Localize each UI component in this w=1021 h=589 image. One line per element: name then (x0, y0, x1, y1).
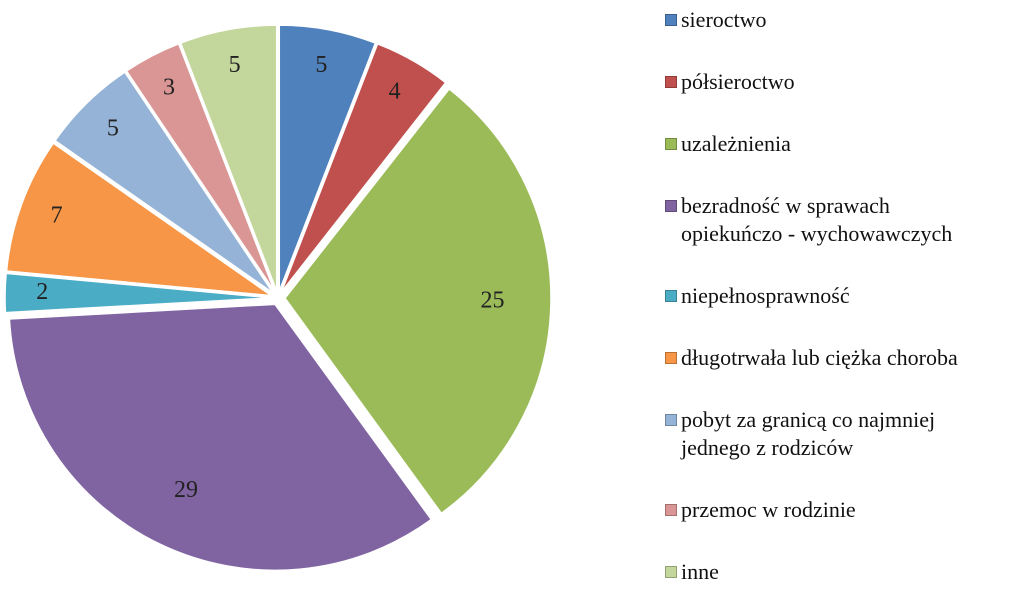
data-label: 3 (163, 74, 175, 100)
legend-swatch (665, 14, 677, 26)
pie-slice (125, 42, 276, 293)
data-label: 5 (107, 115, 119, 141)
legend-swatch (665, 566, 677, 578)
data-label: 5 (229, 52, 241, 78)
legend-item: bezradność w sprawach opiekuńczo - wycho… (665, 192, 1021, 248)
legend-label: uzależnienia (681, 131, 791, 156)
legend-label: inne (681, 559, 719, 584)
pie-area: 5 4 25 29 2 7 5 3 5 (4, 24, 552, 572)
data-label: 7 (51, 202, 63, 228)
pie-slice (280, 42, 447, 293)
legend-label: niepełnosprawność (681, 283, 850, 308)
pie-slice (284, 87, 552, 515)
legend-item: pobyt za granicą co najmniej jednego z r… (665, 406, 1021, 462)
pie-slice (4, 272, 272, 314)
pie-slice (179, 24, 278, 292)
legend-swatch (665, 414, 677, 426)
legend-swatch (665, 200, 677, 212)
data-label: 2 (36, 279, 48, 305)
pie-slice (8, 303, 433, 572)
legend-item: półsieroctwo (665, 68, 1021, 96)
legend-item: długotrwała lub ciężka choroba (665, 344, 1021, 372)
data-label: 5 (315, 52, 327, 78)
legend-label: półsieroctwo (681, 69, 795, 94)
legend: sieroctwo półsieroctwo uzależnienia bezradn… (665, 6, 1021, 586)
data-label: 29 (174, 477, 198, 503)
legend-label: długotrwała lub ciężka choroba (681, 345, 958, 370)
pie-slice (54, 71, 274, 294)
legend-label: bezradność w sprawach opiekuńczo - wycho… (681, 193, 953, 246)
data-label: 25 (480, 287, 504, 313)
legend-item: uzależnienia (665, 130, 1021, 158)
legend-swatch (665, 290, 677, 302)
legend-swatch (665, 76, 677, 88)
legend-label: pobyt za granicą co najmniej jednego z r… (681, 407, 936, 460)
pie-slice (278, 24, 377, 292)
legend-swatch (665, 138, 677, 150)
legend-item: przemoc w rodzinie (665, 496, 1021, 524)
pie-slice (5, 142, 275, 297)
legend-swatch (665, 504, 677, 516)
legend-item: inne (665, 558, 1021, 586)
legend-label: przemoc w rodzinie (681, 497, 856, 522)
data-label: 4 (389, 79, 401, 105)
legend-item: niepełnosprawność (665, 282, 1021, 310)
legend-swatch (665, 352, 677, 364)
legend-item: sieroctwo (665, 6, 1021, 34)
legend-label: sieroctwo (681, 7, 767, 32)
